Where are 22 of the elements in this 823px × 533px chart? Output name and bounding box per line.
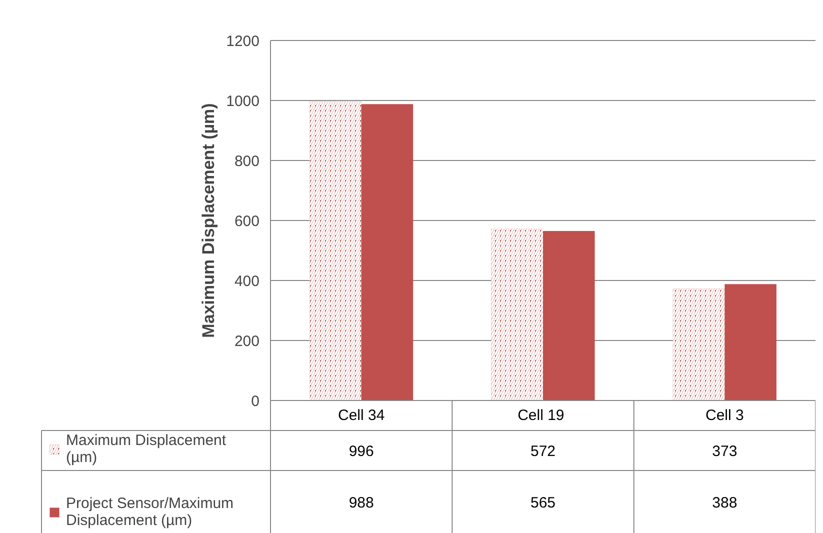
data-label: 388 [712,494,738,512]
y-tick-label: 1200 [226,33,260,50]
data-label: 996 [348,443,374,460]
data-label: 572 [530,443,556,460]
y-tick-label: 1000 [226,93,260,110]
x-tick-label: Cell 34 [338,407,385,424]
bar [543,231,595,400]
legend-label: Maximum Displacement (µm) [66,432,226,466]
bar [724,284,776,400]
y-tick-label: 0 [251,393,260,410]
bar [361,104,414,400]
data-label: 373 [712,443,738,460]
y-axis-title: Maximum Displacement (µm) [199,103,218,338]
y-tick-label: 400 [234,273,260,290]
x-tick-label: Cell 19 [518,407,564,424]
x-tick-label: Cell 3 [705,407,744,424]
data-label: 565 [530,494,556,512]
legend-label: Project Sensor/Maximum Displacement (µm) [66,495,234,529]
data-label: 988 [348,494,374,512]
y-tick-label: 600 [234,213,260,230]
y-tick-label: 800 [234,153,260,170]
y-tick-label: 200 [234,333,260,350]
